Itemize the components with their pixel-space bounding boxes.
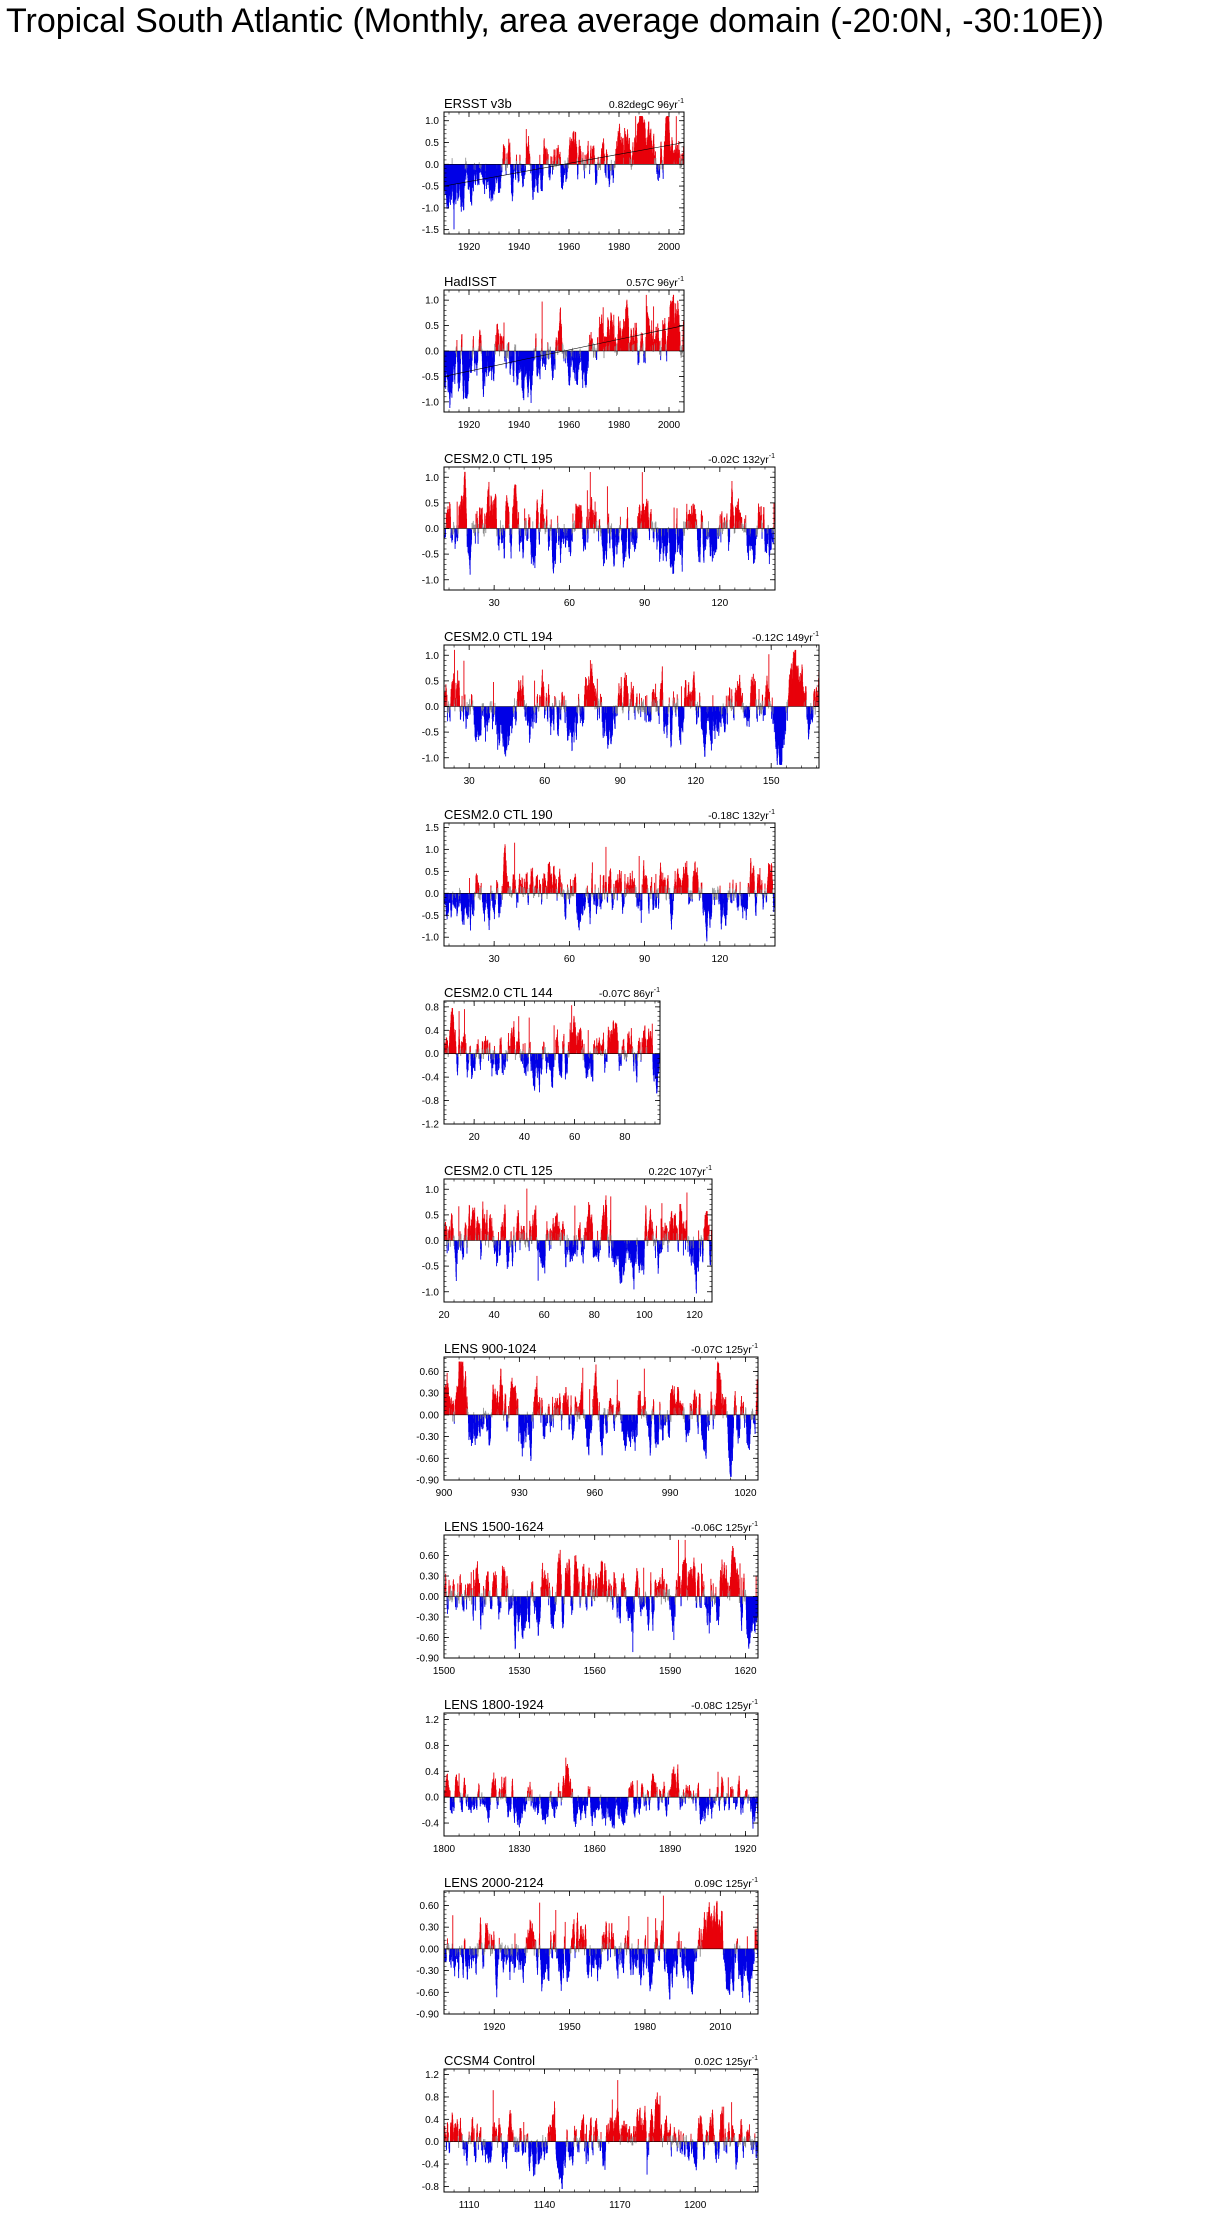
y-tick-label: -1.0 [422,575,440,586]
y-tick-label: -0.5 [422,550,440,561]
y-tick-label: -0.5 [422,372,440,383]
x-tick-label: 1920 [458,420,481,431]
trend-label: 0.82degC 96yr-1 [609,98,684,111]
trend-label: 0.57C 96yr-1 [626,276,684,289]
x-tick-label: 1940 [508,242,531,253]
trend-value: -0.12C 149yr [752,632,813,644]
y-tick-label: 0.0 [425,524,439,535]
x-tick-label: 30 [489,598,501,609]
page-title: Tropical South Atlantic (Monthly, area a… [0,2,1218,41]
x-tick-label: 1920 [458,242,481,253]
trend-label: -0.12C 149yr-1 [752,631,819,644]
x-tick-label: 120 [711,598,728,609]
y-tick-label: 1.0 [425,473,439,484]
chart-title: CESM2.0 CTL 195 [444,451,553,466]
trend-line [443,325,685,377]
x-tick-label: 2000 [658,242,681,253]
trend-value: -0.02C 132yr [708,454,769,466]
x-tick-label: 60 [564,598,576,609]
y-tick-label: 1.0 [425,116,439,127]
trend-exponent: -1 [678,98,684,105]
trend-value: 0.82degC 96yr [609,99,678,111]
y-tick-label: 1.0 [425,296,439,307]
y-tick-label: 0.5 [425,498,439,509]
chart-panel: CESM2.0 CTL 195 -0.02C 132yr-1 1.0 0.5 0.0 -0… [422,451,776,609]
y-tick-label: 0.0 [425,160,439,171]
x-tick-label: 2000 [658,420,681,431]
y-tick-label: -1.5 [422,225,440,236]
x-tick-label: 1960 [558,420,581,431]
trend-exponent: -1 [769,453,775,460]
x-tick-label: 1980 [608,242,631,253]
chart-panel: HadISST 0.57C 96yr-1 1.0 0.5 0.0 -0.5 -1.0 1920… [422,274,685,431]
y-tick-label: -1.0 [422,203,440,214]
x-tick-label: 1940 [508,420,531,431]
x-tick-label: 90 [639,598,651,609]
chart-title: HadISST [444,274,497,289]
y-tick-label: 0.5 [425,321,439,332]
x-tick-label: 1960 [558,242,581,253]
y-tick-label: 0.5 [425,138,439,149]
y-tick-label: 0.0 [425,347,439,358]
trend-label: -0.02C 132yr-1 [708,453,775,466]
trend-exponent: -1 [678,276,684,283]
y-tick-label: -1.0 [422,397,440,408]
chart-panel: CESM2.0 CTL 194 -0.12C 149yr-11.00.50.0-0… [422,629,820,787]
y-tick-label: -0.5 [422,182,440,193]
chart-title: ERSST v3b [444,96,512,111]
chart-panel: ERSST v3b 0.82degC 96yr-1 1.0 0.5 0.0 -0.5 -1.… [422,96,685,253]
trend-line [443,142,685,187]
trend-exponent: -1 [813,631,819,638]
chart-title: CESM2.0 CTL 194 [444,629,553,644]
x-tick-label: 1980 [608,420,631,431]
trend-value: 0.57C 96yr [626,277,678,289]
